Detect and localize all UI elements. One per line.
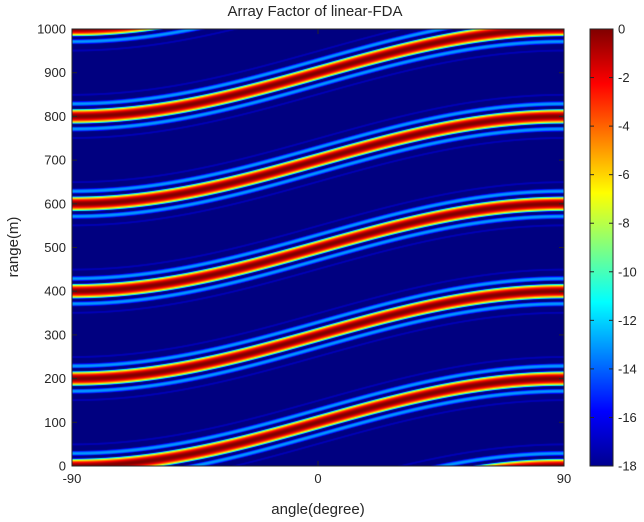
- y-tick-label: 700: [44, 153, 66, 168]
- colorbar-tick-label: 0: [618, 22, 625, 37]
- colorbar-tick-label: -16: [618, 410, 637, 425]
- plot-area: [71, 28, 565, 467]
- y-tick-label: 500: [44, 240, 66, 255]
- colorbar-tick-label: -8: [618, 216, 630, 231]
- colorbar-tick-label: -4: [618, 119, 630, 134]
- colorbar-tick-label: -6: [618, 167, 630, 182]
- colorbar-ticks: 0 -2 -4 -6 -8 -10 -12 -14 -16 -18: [590, 22, 637, 474]
- y-tick-label: 800: [44, 109, 66, 124]
- x-tick-label: 90: [557, 471, 571, 486]
- y-axis-label: range(m): [5, 217, 22, 278]
- chart-title: Array Factor of linear-FDA: [227, 3, 402, 20]
- y-tick-label: 300: [44, 327, 66, 342]
- y-tick-label: 0: [59, 459, 66, 474]
- colorbar-tick-label: -18: [618, 459, 637, 474]
- y-tick-label: 900: [44, 65, 66, 80]
- colorbar: 0 -2 -4 -6 -8 -10 -12 -14 -16 -18: [589, 22, 637, 474]
- x-tick-label: -90: [63, 471, 82, 486]
- y-axis: 0 100 200 300 400 500 600 700 800 900 1000: [37, 22, 564, 474]
- y-tick-label: 200: [44, 371, 66, 386]
- colorbar-tick-label: -12: [618, 313, 637, 328]
- y-tick-label: 600: [44, 196, 66, 211]
- x-axis-label: angle(degree): [271, 501, 364, 518]
- heatmap-image: [72, 29, 564, 466]
- x-tick-label: 0: [314, 471, 321, 486]
- colorbar-gradient: [589, 28, 614, 467]
- y-tick-label: 1000: [37, 22, 66, 37]
- x-axis: -90 0 90: [63, 29, 571, 486]
- colorbar-tick-label: -2: [618, 70, 630, 85]
- colorbar-tick-label: -10: [618, 264, 637, 279]
- y-tick-label: 400: [44, 284, 66, 299]
- colorbar-tick-label: -14: [618, 361, 637, 376]
- y-tick-label: 100: [44, 415, 66, 430]
